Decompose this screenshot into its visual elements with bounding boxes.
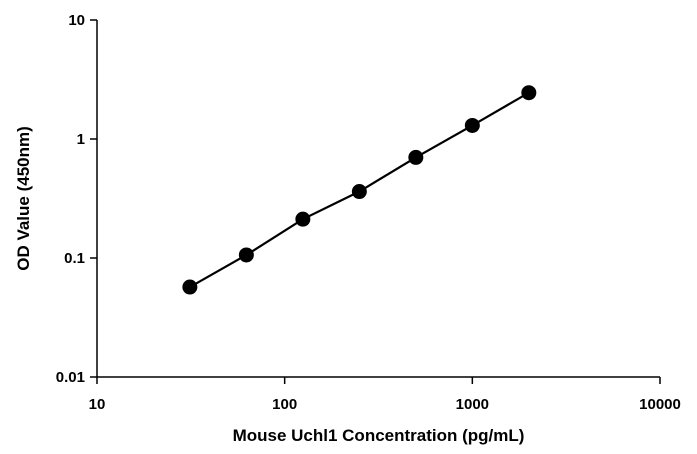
y-tick-label: 0.1 [64,250,85,267]
y-tick-label: 10 [68,12,85,29]
axes [96,20,660,378]
data-point [182,279,198,295]
series-layer [182,85,537,295]
x-tick-label: 100 [272,396,297,413]
y-axis-title: OD Value (450nm) [14,126,33,271]
x-tick-label: 10 [89,396,106,413]
data-point [464,117,480,133]
data-point [238,247,254,263]
y-tick-label: 1 [77,131,85,148]
data-point [408,149,424,165]
x-tick-label: 1000 [456,396,489,413]
y-tick-label: 0.01 [56,369,85,386]
x-tick-label: 10000 [639,396,681,413]
data-point [521,85,537,101]
data-point [295,211,311,227]
x-axis-title: Mouse Uchl1 Concentration (pg/mL) [233,426,525,445]
ticks: 0.01 0.1 1 10 10 100 1000 10000 [56,12,681,413]
data-point [351,184,367,200]
